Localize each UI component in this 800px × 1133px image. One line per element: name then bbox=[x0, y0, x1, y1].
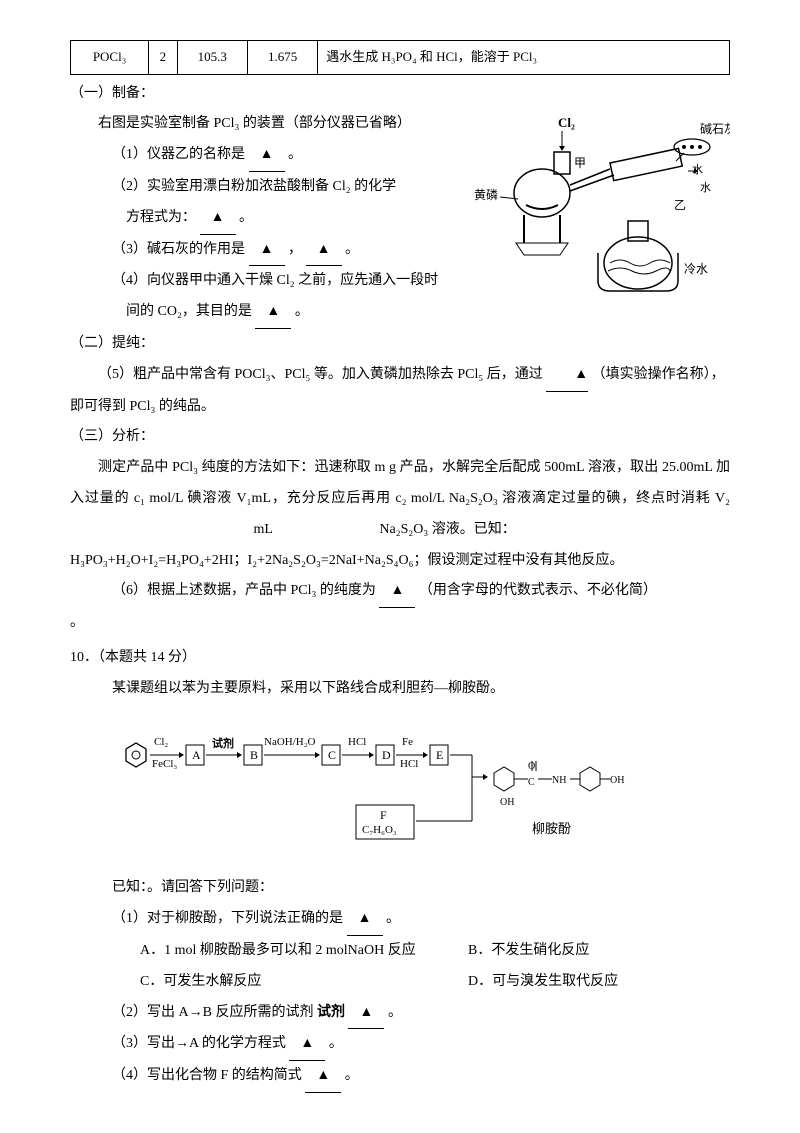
svg-text:A: A bbox=[192, 748, 201, 762]
q10-q2-blank: ▲ bbox=[348, 998, 384, 1030]
svg-text:Cl₂: Cl₂ bbox=[154, 736, 168, 748]
q6b: （用含字母的代数式表示、不必化简） bbox=[419, 583, 657, 598]
svg-text:试剂: 试剂 bbox=[212, 736, 234, 750]
p3-na: Na₂S₂O₃ 溶液。已知： bbox=[379, 522, 515, 537]
svg-text:FeCl₃: FeCl₃ bbox=[152, 758, 177, 770]
q10-q1-blank: ▲ bbox=[347, 904, 383, 936]
svg-text:NaOH/H₂O: NaOH/H₂O bbox=[264, 736, 316, 748]
svg-text:E: E bbox=[436, 748, 443, 762]
q10-q2-bold: 试剂 bbox=[317, 1005, 345, 1020]
svg-text:C: C bbox=[328, 748, 336, 762]
q10-q2a: （2）写出 A→B 反应所需的试剂 bbox=[112, 1005, 313, 1020]
q3a: （3）碱石灰的作用是 bbox=[112, 242, 245, 257]
p3-ml: mL bbox=[254, 522, 273, 537]
q1-period: 。 bbox=[288, 147, 302, 162]
q2-period: 。 bbox=[239, 210, 253, 225]
opt-a: A．1 mol 柳胺酚最多可以和 2 molNaOH 反应 bbox=[140, 936, 440, 967]
q3-blank1: ▲ bbox=[249, 235, 285, 267]
p3-desc1: 测定产品中 PCl₃ 纯度的方法如下：迅速称取 m g 产品，水解完全后配成 5… bbox=[70, 460, 730, 506]
opt-c: C．可发生水解反应 bbox=[140, 967, 440, 998]
cell-0: POCl₃ bbox=[71, 41, 149, 75]
pocl3-table: POCl₃ 2 105.3 1.675 遇水生成 H₃PO₄ 和 HCl，能溶于… bbox=[70, 40, 730, 75]
svg-text:B: B bbox=[250, 748, 258, 762]
svg-text:NH: NH bbox=[552, 775, 566, 786]
q10-title: 10．（本题共 14 分） bbox=[70, 643, 730, 674]
reaction-scheme: Cl₂ FeCl₃ A 试剂 B NaOH/H₂O C HCl D Fe HCl E… bbox=[112, 713, 632, 866]
label-yi: 乙 bbox=[674, 198, 686, 212]
part2-head: （二）提纯： bbox=[70, 329, 730, 360]
label-shui1: 水 bbox=[692, 163, 703, 176]
apparatus-diagram: Cl₂ 甲 黄磷 碱石灰 水 水 乙 bbox=[470, 113, 730, 316]
svg-text:OH: OH bbox=[610, 775, 624, 786]
q3-comma: ， bbox=[288, 242, 302, 257]
q4-blank: ▲ bbox=[255, 297, 291, 329]
svg-text:C: C bbox=[528, 777, 535, 788]
q3-period: 。 bbox=[345, 242, 359, 257]
opt-d: D．可与溴发生取代反应 bbox=[468, 967, 688, 998]
q10-q3: （3）写出→A 的化学方程式 bbox=[112, 1036, 286, 1051]
q4-period: 。 bbox=[295, 304, 309, 319]
svg-text:HCl: HCl bbox=[400, 758, 418, 770]
svg-text:D: D bbox=[382, 748, 391, 762]
label-shui2: 水 bbox=[700, 181, 711, 194]
q10-q1: （1）对于柳胺酚，下列说法正确的是 bbox=[112, 911, 343, 926]
cell-1: 2 bbox=[149, 41, 178, 75]
q10-q4: （4）写出化合物 F 的结构简式 bbox=[112, 1068, 302, 1083]
q10-intro: 某课题组以苯为主要原料，采用以下路线合成利胆药—柳胺酚。 bbox=[70, 674, 730, 705]
q1-text: （1）仪器乙的名称是 bbox=[112, 147, 245, 162]
q1-blank: ▲ bbox=[249, 140, 285, 172]
label-cl2: Cl₂ bbox=[558, 115, 575, 130]
q10-known: 已知：。请回答下列问题： bbox=[70, 873, 730, 904]
p3-line1: 测定产品中 PCl₃ 纯度的方法如下：迅速称取 m g 产品，水解完全后配成 5… bbox=[70, 453, 730, 545]
svg-text:OH: OH bbox=[500, 797, 514, 808]
cell-2: 105.3 bbox=[177, 41, 247, 75]
label-lengshui: 冷水 bbox=[684, 262, 708, 276]
part3-head: （三）分析： bbox=[70, 422, 730, 453]
svg-text:HCl: HCl bbox=[348, 736, 366, 748]
q5a: （5）粗产品中常含有 POCl₃、PCl₅ 等。加入黄磷加热除去 PCl₅ 后，… bbox=[98, 367, 543, 382]
label-jianshihui: 碱石灰 bbox=[700, 122, 730, 136]
q10-q3-period: 。 bbox=[329, 1036, 343, 1051]
q10-q2-period: 。 bbox=[388, 1005, 402, 1020]
q10-q1-period: 。 bbox=[386, 911, 400, 926]
part1-head: （一）制备： bbox=[70, 79, 730, 110]
q2-blank: ▲ bbox=[200, 203, 236, 235]
label-huanglin: 黄磷 bbox=[474, 187, 498, 202]
svg-text:Fe: Fe bbox=[402, 736, 413, 748]
p3-eq: H₃PO₃+H₂O+I₂=H₃PO₄+2HI；I₂+2Na₂S₂O₃=2NaI+… bbox=[70, 546, 730, 577]
cell-3: 1.675 bbox=[247, 41, 317, 75]
label-jia: 甲 bbox=[574, 156, 586, 170]
opt-b: B．不发生硝化反应 bbox=[468, 936, 688, 967]
q6-period: 。 bbox=[70, 608, 730, 639]
q2b: 方程式为： bbox=[126, 210, 196, 225]
q10-q4-period: 。 bbox=[345, 1068, 359, 1083]
q4b: 间的 CO₂，其目的是 bbox=[126, 304, 252, 319]
q3-blank2: ▲ bbox=[306, 235, 342, 267]
q6a: （6）根据上述数据，产品中 PCl₃ 的纯度为 bbox=[112, 583, 376, 598]
q5-blank: ▲ bbox=[546, 360, 588, 392]
svg-text:F: F bbox=[380, 808, 387, 822]
q10-q3-blank: ▲ bbox=[289, 1029, 325, 1061]
q10-q4-blank: ▲ bbox=[305, 1061, 341, 1093]
svg-text:柳胺酚: 柳胺酚 bbox=[532, 821, 571, 836]
q6-blank: ▲ bbox=[379, 576, 415, 608]
q10-options: A．1 mol 柳胺酚最多可以和 2 molNaOH 反应 B．不发生硝化反应 … bbox=[70, 936, 730, 998]
cell-4: 遇水生成 H₃PO₄ 和 HCl，能溶于 PCl₃ bbox=[318, 41, 730, 75]
svg-text:C₇H₆O₃: C₇H₆O₃ bbox=[362, 824, 397, 836]
